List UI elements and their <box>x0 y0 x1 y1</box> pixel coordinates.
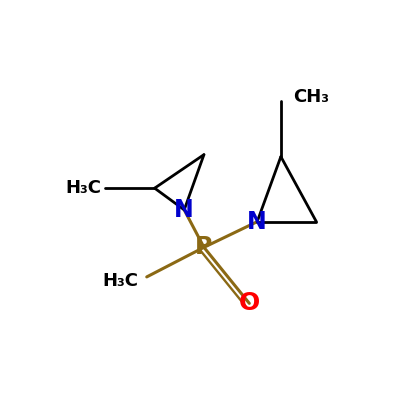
Text: H₃C: H₃C <box>65 179 101 197</box>
Text: H₃C: H₃C <box>103 272 139 290</box>
Text: CH₃: CH₃ <box>293 88 329 106</box>
Text: N: N <box>174 198 194 222</box>
Text: O: O <box>239 291 260 315</box>
Text: N: N <box>247 210 267 234</box>
Text: P: P <box>195 235 213 259</box>
